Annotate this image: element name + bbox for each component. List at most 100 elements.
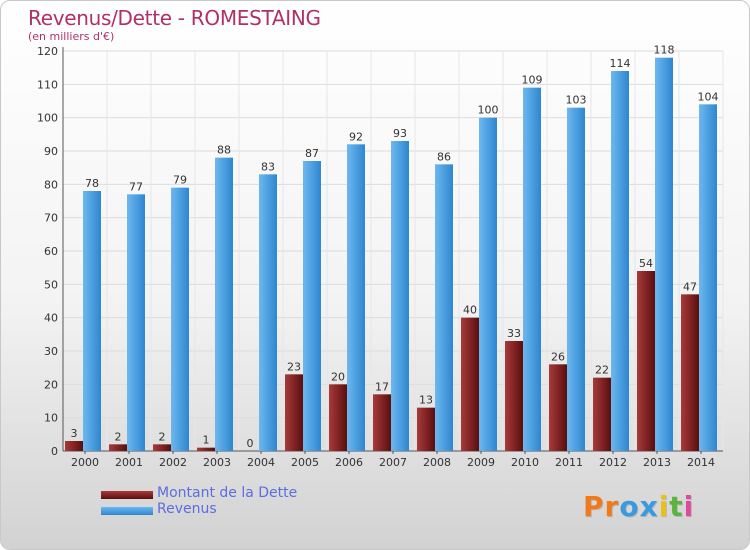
x-tick-label: 2001 xyxy=(115,456,143,469)
data-label-dette: 1 xyxy=(203,434,210,447)
bar-dette xyxy=(373,394,391,451)
data-label-revenus: 78 xyxy=(85,177,99,190)
data-label-dette: 3 xyxy=(71,427,78,440)
logo-letter: i xyxy=(658,490,670,523)
bar-revenus xyxy=(259,174,277,452)
data-label-dette: 17 xyxy=(375,380,389,393)
y-tick-label: 90 xyxy=(44,145,58,158)
legend-label-revenus: Revenus xyxy=(157,501,217,517)
data-label-revenus: 92 xyxy=(349,130,363,143)
y-tick-label: 40 xyxy=(44,312,58,325)
bar-revenus xyxy=(215,157,233,451)
y-tick-label: 30 xyxy=(44,345,58,358)
bar-revenus xyxy=(347,144,365,452)
legend-swatch-dette xyxy=(101,491,153,499)
x-tick-label: 2013 xyxy=(643,456,671,469)
logo-letter: o xyxy=(619,490,640,523)
y-tick-label: 10 xyxy=(44,412,58,425)
y-tick-label: 0 xyxy=(51,445,58,458)
logo-letter: x xyxy=(639,490,659,523)
bar-revenus xyxy=(435,164,453,452)
bar-dette xyxy=(285,374,303,451)
y-tick-label: 100 xyxy=(37,112,58,125)
bar-dette xyxy=(505,341,523,451)
data-label-dette: 22 xyxy=(595,364,609,377)
data-label-dette: 13 xyxy=(419,394,433,407)
bar-revenus xyxy=(611,71,629,451)
logo-letter: t xyxy=(669,490,684,523)
data-label-revenus: 86 xyxy=(437,150,451,163)
legend-label-dette: Montant de la Dette xyxy=(157,485,298,501)
bar-revenus xyxy=(523,87,541,452)
x-tick-label: 2004 xyxy=(247,456,275,469)
data-label-revenus: 100 xyxy=(478,104,499,117)
data-label-revenus: 109 xyxy=(522,74,543,87)
y-tick-label: 60 xyxy=(44,245,58,258)
data-label-dette: 47 xyxy=(683,280,697,293)
logo-letter: r xyxy=(604,490,620,523)
y-tick-label: 50 xyxy=(44,278,58,291)
bar-dette xyxy=(65,441,83,451)
data-label-dette: 33 xyxy=(507,327,521,340)
chart-subtitle: (en milliers d'€) xyxy=(28,30,115,43)
data-label-revenus: 87 xyxy=(305,147,319,160)
bar-revenus xyxy=(83,191,101,451)
x-tick-label: 2012 xyxy=(599,456,627,469)
bar-revenus xyxy=(391,141,409,451)
x-tick-label: 2003 xyxy=(203,456,231,469)
data-label-revenus: 103 xyxy=(566,94,587,107)
bar-dette xyxy=(681,294,699,451)
x-tick-label: 2006 xyxy=(335,456,363,469)
x-tick-label: 2009 xyxy=(467,456,495,469)
data-label-dette: 23 xyxy=(287,360,301,373)
bar-revenus xyxy=(655,57,673,452)
bar-dette xyxy=(417,407,435,451)
bar-revenus xyxy=(479,117,497,452)
legend-swatch-revenus xyxy=(101,507,153,515)
bar-revenus xyxy=(303,161,321,451)
bar-revenus xyxy=(127,194,145,452)
bar-dette xyxy=(593,377,611,451)
bar-dette xyxy=(549,364,567,451)
data-label-dette: 54 xyxy=(639,257,653,270)
y-tick-label: 80 xyxy=(44,178,58,191)
x-tick-label: 2007 xyxy=(379,456,407,469)
y-tick-label: 110 xyxy=(37,78,58,91)
logo-letter: i xyxy=(683,490,695,523)
bar-dette xyxy=(329,384,347,451)
chart-title: Revenus/Dette - ROMESTAING xyxy=(28,6,321,30)
bar-revenus xyxy=(171,187,189,451)
y-tick-label: 70 xyxy=(44,212,58,225)
data-label-revenus: 77 xyxy=(129,180,143,193)
bar-dette xyxy=(109,444,127,451)
bar-dette xyxy=(197,447,215,451)
bar-revenus xyxy=(567,107,585,452)
data-label-dette: 0 xyxy=(247,437,254,450)
data-label-revenus: 104 xyxy=(698,90,719,103)
y-tick-label: 20 xyxy=(44,378,58,391)
data-label-revenus: 88 xyxy=(217,144,231,157)
data-label-revenus: 83 xyxy=(261,160,275,173)
data-label-dette: 20 xyxy=(331,370,345,383)
x-tick-label: 2011 xyxy=(555,456,583,469)
x-tick-label: 2010 xyxy=(511,456,539,469)
bar-revenus xyxy=(699,104,717,451)
bar-dette xyxy=(637,271,655,451)
data-label-dette: 2 xyxy=(115,430,122,443)
proxiti-logo: Proxiti xyxy=(583,490,694,523)
logo-letter: P xyxy=(583,490,605,523)
data-label-revenus: 114 xyxy=(610,57,631,70)
x-tick-label: 2005 xyxy=(291,456,319,469)
data-label-revenus: 93 xyxy=(393,127,407,140)
x-tick-label: 2000 xyxy=(71,456,99,469)
x-tick-label: 2014 xyxy=(687,456,715,469)
data-label-dette: 40 xyxy=(463,304,477,317)
data-label-dette: 26 xyxy=(551,350,565,363)
data-label-revenus: 79 xyxy=(173,174,187,187)
data-label-dette: 2 xyxy=(159,430,166,443)
x-tick-label: 2008 xyxy=(423,456,451,469)
data-label-revenus: 118 xyxy=(654,44,675,57)
x-tick-label: 2002 xyxy=(159,456,187,469)
